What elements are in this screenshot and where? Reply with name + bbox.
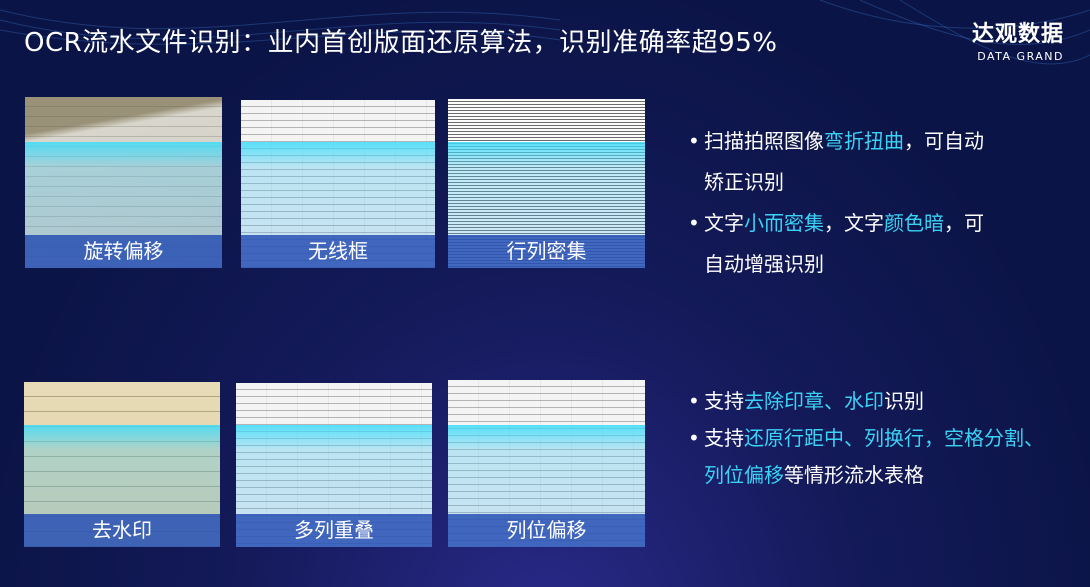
card-label: 去水印 bbox=[24, 514, 220, 547]
card-label: 行列密集 bbox=[448, 235, 645, 268]
text: 识别 bbox=[884, 389, 924, 413]
highlight-text: 颜色暗 bbox=[884, 211, 944, 235]
logo-cn: 达观数据 bbox=[971, 22, 1064, 47]
card-label: 旋转偏移 bbox=[25, 235, 222, 268]
example-card-overlap: 多列重叠 bbox=[236, 383, 432, 547]
page-title: OCR流水文件识别：业内首创版面还原算法，识别准确率超95% bbox=[24, 28, 778, 58]
example-card-dense: 行列密集 bbox=[448, 99, 645, 268]
text: 文字 bbox=[704, 211, 744, 235]
highlight-text: 弯折扭曲 bbox=[824, 129, 904, 153]
example-card-watermark: 去水印 bbox=[24, 382, 220, 547]
card-label: 列位偏移 bbox=[448, 514, 645, 547]
highlight-text: 还原行距中、列换行，空格分割、 bbox=[744, 426, 1044, 450]
text: 扫描拍照图像 bbox=[704, 129, 824, 153]
text: 支持 bbox=[704, 389, 744, 413]
example-card-no-border: 无线框 bbox=[241, 100, 435, 268]
text: ，可 bbox=[944, 211, 984, 235]
highlight-text: 小而密集 bbox=[744, 211, 824, 235]
text: 等情形流水表格 bbox=[784, 463, 924, 487]
text: ，可自动 bbox=[904, 129, 984, 153]
card-label: 无线框 bbox=[241, 235, 435, 268]
card-label: 多列重叠 bbox=[236, 514, 432, 547]
brand-logo: 达观数据 DATA GRAND bbox=[972, 16, 1064, 63]
bullet-item: 支持去除印章、水印识别 bbox=[688, 383, 1044, 420]
example-card-rotation: 旋转偏移 bbox=[25, 97, 222, 268]
bullet-item: 支持还原行距中、列换行，空格分割、列位偏移等情形流水表格 bbox=[688, 420, 1044, 494]
highlight-text: 去除印章、水印 bbox=[744, 389, 884, 413]
text: 支持 bbox=[704, 426, 744, 450]
text: 矫正识别 bbox=[704, 170, 784, 194]
logo-en: DATA GRAND bbox=[977, 50, 1064, 63]
text: 自动增强识别 bbox=[704, 252, 824, 276]
decorative-waves bbox=[0, 0, 1090, 65]
highlight-text: 列位偏移 bbox=[704, 463, 784, 487]
text: ，文字 bbox=[824, 211, 884, 235]
feature-list-bottom: 支持去除印章、水印识别 支持还原行距中、列换行，空格分割、列位偏移等情形流水表格 bbox=[688, 383, 1044, 494]
example-card-column-shift: 列位偏移 bbox=[448, 380, 645, 547]
